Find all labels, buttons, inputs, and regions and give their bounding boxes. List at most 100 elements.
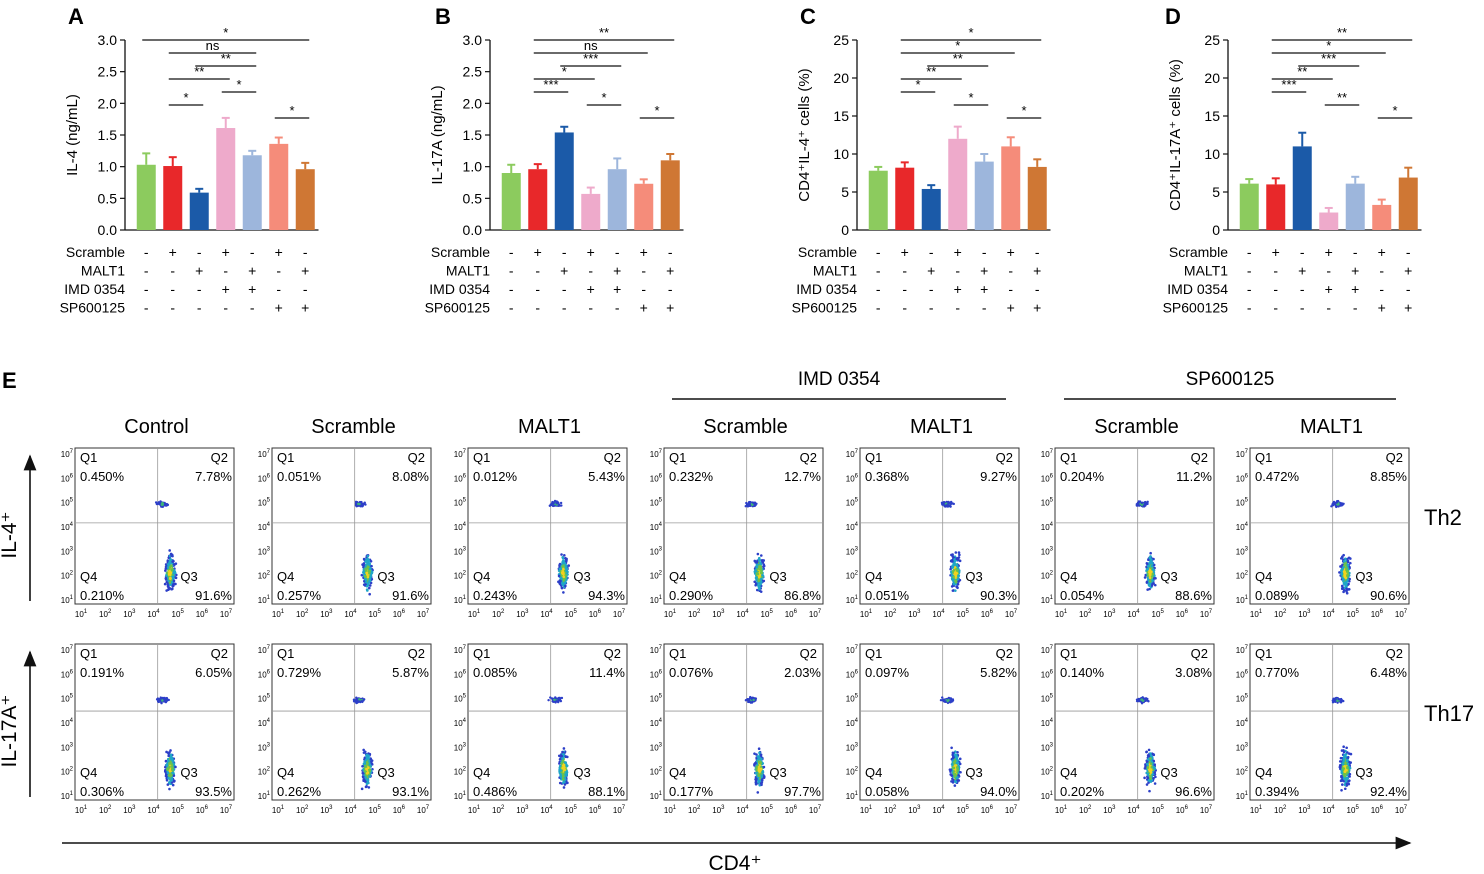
tick-exponent: 1 [659, 595, 663, 601]
y-tick-label: 103 [1236, 546, 1249, 556]
event-dot [367, 586, 371, 590]
treatment-sign: - [1300, 281, 1305, 297]
tick-exponent: 1 [869, 805, 873, 811]
event-dot [1344, 779, 1348, 782]
y-tick-label: 106 [454, 473, 467, 483]
tick-exponent: 2 [893, 805, 897, 811]
significance-label: ** [1297, 64, 1307, 79]
quadrant-value: 0.262% [277, 784, 322, 799]
tick-exponent: 6 [598, 609, 602, 615]
treatment-sign: - [929, 300, 934, 316]
tick-exponent: 2 [1245, 571, 1249, 577]
event-dot [557, 697, 560, 701]
y-tick-label: 101 [846, 595, 859, 605]
event-dot [1146, 766, 1150, 769]
treatment-sign: + [195, 263, 203, 279]
quadrant-name: Q4 [1255, 765, 1272, 780]
flow-plot: Q10.076%Q22.03%Q40.177%Q397.7%1071061051… [650, 643, 824, 815]
event-dot [1146, 776, 1150, 780]
y-tick-label: 105 [61, 694, 74, 704]
event-dot [753, 504, 756, 508]
group-label: SP600125 [1186, 369, 1275, 390]
column-header: MALT1 [1300, 416, 1363, 438]
significance-label: * [601, 90, 606, 105]
tick-exponent: 4 [1331, 609, 1335, 615]
treatment-sign: + [927, 263, 935, 279]
y-tick-label: 101 [1041, 595, 1054, 605]
event-dot [560, 696, 564, 700]
column-header: Scramble [703, 416, 787, 438]
tick-exponent: 6 [205, 805, 209, 811]
event-dot [560, 586, 564, 589]
tick-exponent: 5 [267, 694, 271, 700]
x-tick-label: 102 [492, 805, 505, 815]
x-tick-label: 107 [417, 805, 430, 815]
event-dot [1153, 771, 1157, 774]
x-tick-label: 101 [664, 805, 677, 815]
treatment-sign: - [876, 263, 881, 279]
quadrant-value: 86.8% [784, 588, 821, 603]
event-dot [1348, 579, 1351, 583]
event-dot [1341, 568, 1344, 571]
event-dot [759, 571, 763, 575]
treatment-sign: - [902, 300, 907, 316]
tick-exponent: 1 [855, 791, 859, 797]
event-dot [1340, 771, 1344, 775]
quadrant-name: Q4 [669, 569, 686, 584]
y-tick-label: 3.0 [463, 32, 483, 48]
y-tick-label: 104 [846, 718, 859, 728]
event-dot [1344, 576, 1348, 580]
tick-exponent: 6 [402, 609, 406, 615]
quadrant-name: Q2 [408, 450, 425, 465]
x-tick-label: 104 [736, 609, 749, 619]
tick-exponent: 3 [721, 609, 725, 615]
significance-label: * [915, 77, 920, 92]
event-dot [1149, 774, 1152, 778]
flow-plot: Q10.368%Q29.27%Q40.051%Q390.3%1071061051… [846, 447, 1020, 619]
event-dot [562, 786, 566, 789]
x-tick-label: 105 [369, 609, 382, 619]
event-dot [1347, 752, 1351, 755]
bar [1398, 177, 1418, 230]
event-dot [1343, 753, 1346, 757]
y-tick-label: 104 [61, 718, 74, 728]
treatment-sign: - [902, 281, 907, 297]
scatter-dots [1135, 500, 1157, 591]
event-dot [163, 503, 167, 507]
quadrant-name: Q3 [377, 765, 394, 780]
x-tick-label: 106 [785, 609, 798, 619]
y-tick-label: 0.5 [98, 190, 118, 206]
treatment-sign: - [276, 263, 281, 279]
event-dot [954, 589, 957, 592]
event-dot [1146, 588, 1149, 591]
tick-exponent: 3 [659, 742, 663, 748]
y-tick-label: 102 [61, 767, 74, 777]
treatment-sign: - [197, 300, 202, 316]
y-tick-label: 105 [454, 498, 467, 508]
quadrant-value: 0.076% [669, 665, 714, 680]
y-tick-label: 104 [650, 522, 663, 532]
tick-exponent: 3 [1245, 546, 1249, 552]
event-dot [361, 563, 364, 566]
x-tick-label: 107 [809, 609, 822, 619]
event-dot [549, 696, 552, 699]
event-dot [554, 701, 557, 704]
y-tick-label: 107 [1041, 449, 1054, 459]
event-dot [560, 754, 564, 758]
tick-exponent: 5 [70, 498, 74, 504]
y-tick-label: 106 [454, 669, 467, 679]
tick-exponent: 2 [305, 805, 309, 811]
quadrant-name: Q1 [473, 646, 490, 661]
event-dot [158, 501, 161, 505]
event-dot [758, 761, 762, 764]
event-dot [365, 785, 368, 788]
significance-label: * [183, 90, 188, 105]
tick-exponent: 3 [1307, 609, 1311, 615]
tick-exponent: 5 [659, 498, 663, 504]
tick-exponent: 3 [1307, 805, 1311, 811]
event-dot [364, 503, 367, 506]
event-dot [957, 779, 961, 782]
y-tick-label: 106 [1236, 473, 1249, 483]
event-dot [164, 569, 167, 572]
flow-plot: Q10.012%Q25.43%Q40.243%Q394.3%1071061051… [454, 447, 628, 619]
